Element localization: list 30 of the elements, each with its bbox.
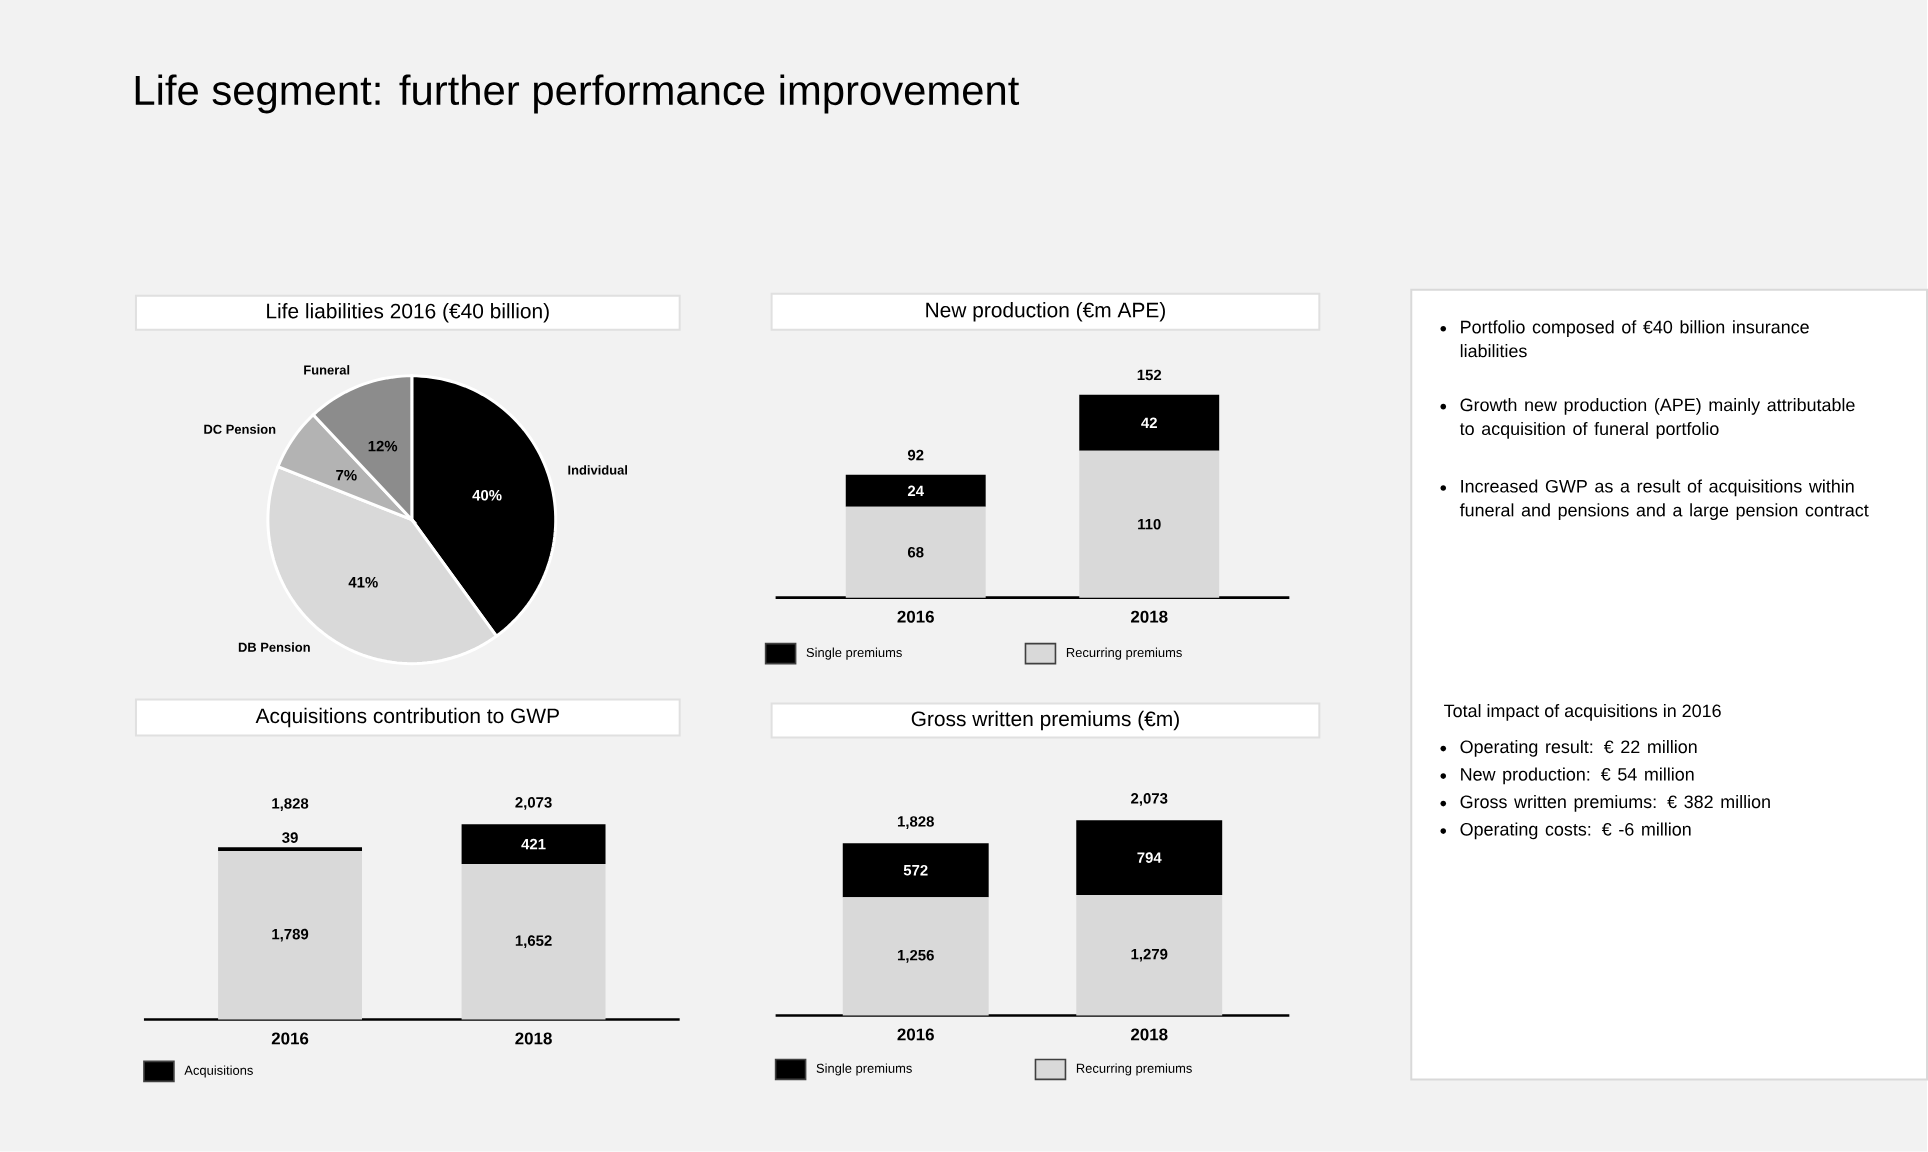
chart-title: Gross written premiums (€m)	[911, 711, 1179, 731]
x-tick-label: 2018	[1131, 1028, 1168, 1041]
bar	[845, 507, 986, 598]
x-tick-label: 2018	[1131, 611, 1168, 623]
bar	[461, 824, 606, 865]
bar	[218, 851, 363, 1020]
text: Portfolio composed of €40 billion insurance liabilities	[1460, 320, 1809, 358]
bar	[461, 864, 606, 1020]
chart-title: Life liabilities 2016 (€40 billion)	[267, 303, 549, 323]
text: New production: € 54 million	[1461, 767, 1694, 785]
text: Increased GWP as a result of acquisitions within funeral and pensions and a large pension contract	[1459, 479, 1869, 521]
x-tick-label: 2016	[897, 1028, 934, 1041]
bar	[1076, 895, 1223, 1016]
text: Gross written premiums: € 382 million	[1460, 795, 1770, 812]
text: Operating costs: € -6 million	[1460, 822, 1691, 840]
bar	[1079, 394, 1220, 452]
bar	[842, 843, 989, 898]
x-tick-label: 2018	[515, 1032, 552, 1045]
text: Total impact of acquisitions in 2016	[1444, 704, 1721, 722]
chart-title: New production (€m APE)	[926, 302, 1165, 322]
bar	[842, 897, 989, 1016]
bar	[1079, 451, 1220, 598]
chart-title: Acquisitions contribution to GWP	[255, 708, 559, 728]
x-tick-label: 2016	[271, 1032, 309, 1045]
text: Growth new production (APE) mainly attributable to acquisition of funeral portfolio	[1459, 398, 1855, 439]
text: Operating result: € 22 million	[1460, 740, 1697, 758]
bar	[1076, 820, 1223, 896]
bar	[845, 475, 986, 508]
x-tick-label: 2016	[897, 611, 934, 623]
text: Life segment: further performance improvement	[135, 74, 1020, 114]
